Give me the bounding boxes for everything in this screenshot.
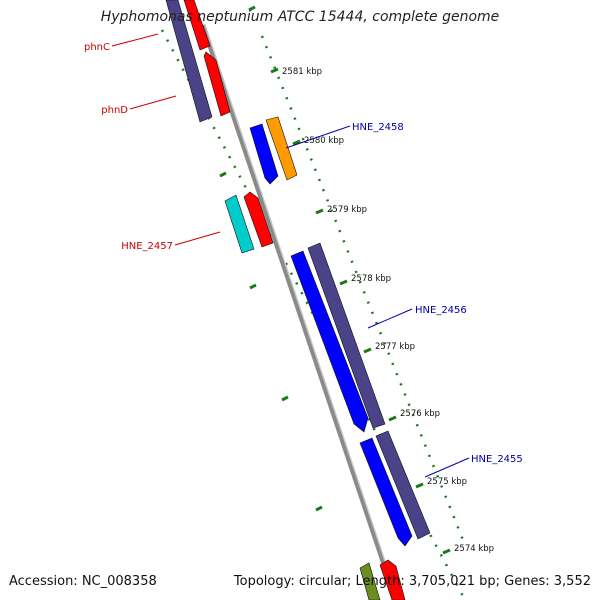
tick-label: 2577 kbp bbox=[375, 342, 415, 352]
tick-labels: 2581 kbp 2580 kbp 2579 kbp 2578 kbp 2577… bbox=[282, 67, 494, 554]
tick-label: 2575 kbp bbox=[427, 477, 467, 487]
tick-mark bbox=[315, 505, 323, 512]
accession-text: Accession: NC_008358 bbox=[9, 574, 157, 589]
tick-mark bbox=[315, 208, 324, 215]
gene-labels: phnC phnD HNE_2458 HNE_2457 HNE_2456 HNE… bbox=[84, 42, 523, 465]
tick-label: 2580 kbp bbox=[304, 136, 344, 146]
gene-cyan-2457 bbox=[224, 194, 255, 254]
gene-blue-2455 bbox=[359, 437, 413, 547]
gene-label-phnC: phnC bbox=[84, 42, 110, 53]
gene-label-HNE_2457: HNE_2457 bbox=[121, 241, 173, 252]
label-leader-lines bbox=[111, 33, 470, 478]
gene-label-HNE_2458: HNE_2458 bbox=[352, 122, 404, 133]
tick-label: 2576 kbp bbox=[400, 409, 440, 419]
tick-label: 2581 kbp bbox=[282, 67, 322, 77]
tick-mark bbox=[388, 415, 397, 422]
tick-mark bbox=[281, 395, 289, 402]
tick-label: 2578 kbp bbox=[351, 274, 391, 284]
tick-mark bbox=[249, 283, 257, 290]
HNE_2457-leader bbox=[174, 231, 221, 246]
tick-mark bbox=[415, 482, 424, 489]
tick-mark bbox=[270, 67, 279, 74]
gene-red-phnD bbox=[203, 51, 231, 117]
gene-purple-2456 bbox=[307, 242, 386, 429]
gene-features bbox=[165, 0, 431, 600]
tick-label: 2579 kbp bbox=[327, 205, 367, 215]
gene-red-2457 bbox=[243, 191, 274, 248]
gene-red-bottom bbox=[379, 559, 406, 600]
gene-blue-2458 bbox=[249, 123, 279, 185]
tick-mark bbox=[339, 279, 348, 286]
HNE_2458-leader bbox=[285, 125, 351, 149]
gene-label-phnD: phnD bbox=[101, 105, 128, 116]
phnC-leader bbox=[111, 33, 159, 47]
tick-mark bbox=[442, 548, 451, 555]
tick-mark bbox=[363, 347, 372, 354]
tick-mark bbox=[219, 171, 227, 178]
genome-backbone-highlight bbox=[204, 24, 399, 600]
HNE_2455-leader bbox=[424, 457, 470, 478]
genome-summary-text: Topology: circular; Length: 3,705,021 bp… bbox=[233, 574, 591, 589]
gene-purple-top bbox=[165, 0, 213, 123]
gene-red-phnC bbox=[183, 0, 211, 51]
tick-mark bbox=[248, 5, 256, 12]
tick-marks bbox=[219, 5, 451, 555]
tick-mark bbox=[292, 139, 301, 146]
map-title: Hyphomonas neptunium ATCC 15444, complet… bbox=[100, 9, 500, 25]
gene-blue-2456 bbox=[290, 250, 369, 433]
gene-olive-bottom bbox=[359, 562, 381, 600]
gene-orange-2458 bbox=[265, 116, 298, 181]
gene-purple-2455 bbox=[375, 430, 431, 540]
gene-label-HNE_2455: HNE_2455 bbox=[471, 454, 523, 465]
tick-label: 2574 kbp bbox=[454, 544, 494, 554]
phnD-leader bbox=[129, 95, 177, 110]
gene-label-HNE_2456: HNE_2456 bbox=[415, 305, 467, 316]
HNE_2456-leader bbox=[367, 308, 413, 329]
genome-backbone bbox=[200, 24, 399, 600]
